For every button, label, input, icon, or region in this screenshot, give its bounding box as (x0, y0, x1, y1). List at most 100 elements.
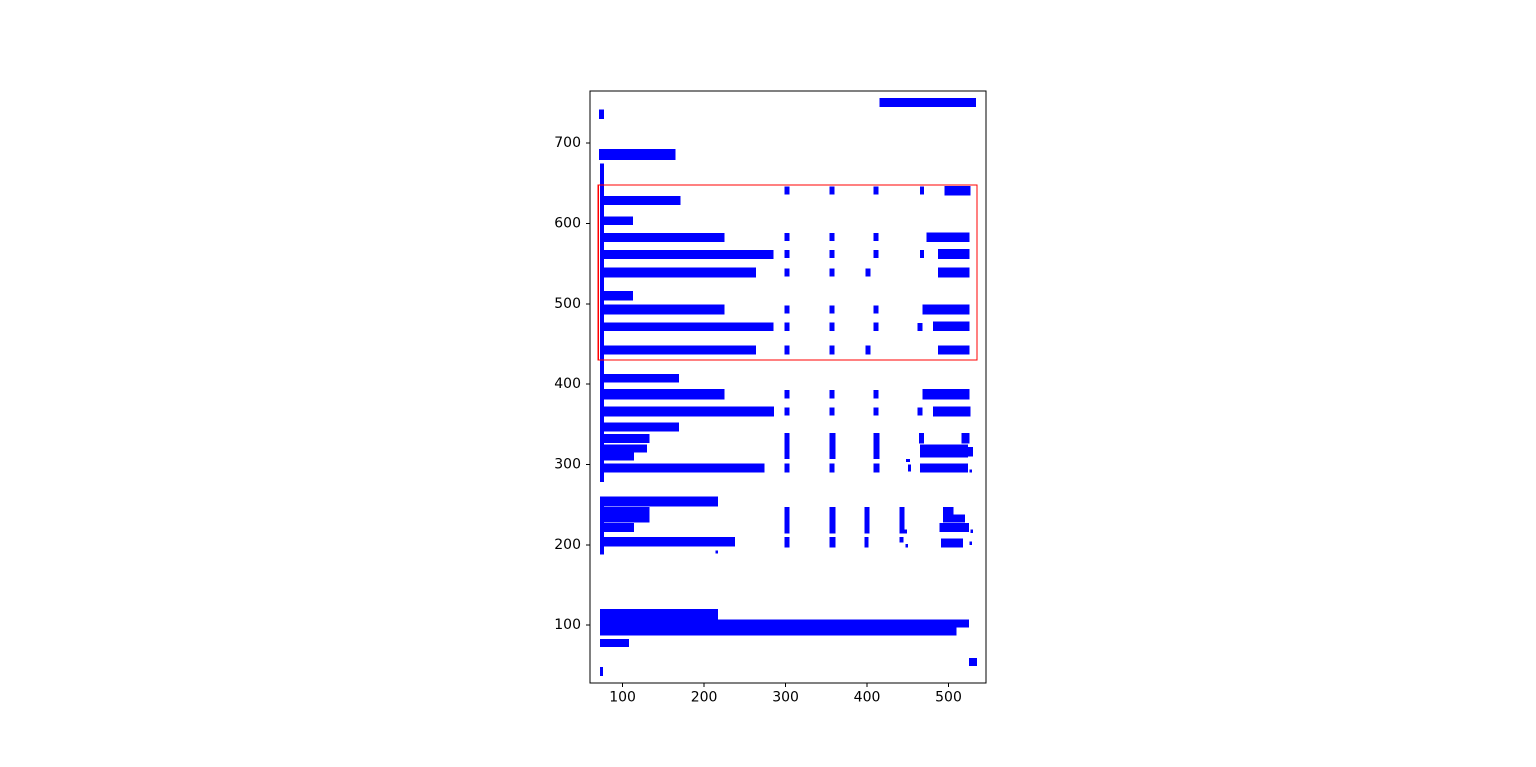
data-rect (784, 305, 790, 314)
data-rect (599, 666, 604, 676)
data-rect (599, 452, 634, 461)
y-tick-label: 700 (554, 135, 581, 151)
data-rect (599, 523, 634, 532)
data-rect (956, 619, 969, 628)
data-rect (969, 469, 973, 473)
data-rect (873, 389, 879, 399)
data-rect (829, 268, 835, 277)
data-rect (941, 538, 964, 548)
data-rect (970, 529, 973, 533)
x-tick-label: 300 (772, 690, 799, 706)
data-rect (873, 322, 879, 332)
data-rect (961, 433, 970, 444)
y-tick-label: 300 (554, 457, 581, 473)
data-rect (829, 507, 836, 534)
data-rect (599, 345, 757, 355)
data-rect (933, 321, 970, 332)
data-rect (906, 458, 911, 463)
annotation-rect (597, 184, 978, 361)
data-rect (926, 232, 970, 243)
data-rect (829, 186, 835, 195)
data-rect (784, 233, 790, 242)
data-rect (873, 305, 879, 314)
data-rect (920, 250, 925, 259)
data-rect (784, 345, 790, 355)
x-tick-label: 500 (935, 690, 962, 706)
data-rect (942, 507, 954, 515)
data-rect (784, 507, 790, 534)
data-rect (829, 536, 836, 548)
data-rect (599, 507, 650, 523)
data-rect (933, 406, 971, 417)
data-rect (599, 496, 718, 507)
data-rect (968, 658, 978, 667)
data-rect (917, 323, 923, 332)
x-tick-label: 100 (609, 690, 636, 706)
data-rect (599, 267, 757, 278)
data-rect (599, 619, 957, 636)
data-rect (873, 186, 879, 195)
y-tick-label: 200 (554, 537, 581, 553)
data-rect (904, 529, 907, 534)
data-rect (873, 233, 879, 242)
data-rect (920, 186, 925, 195)
data-rect (599, 196, 681, 206)
data-rect (784, 407, 790, 416)
x-tick-label: 400 (854, 690, 881, 706)
data-rect (829, 463, 835, 473)
data-rect (864, 536, 869, 548)
data-rect (784, 268, 790, 277)
data-rect (879, 98, 977, 108)
data-rect (922, 304, 970, 315)
data-rect (598, 109, 604, 120)
data-rect (784, 463, 790, 473)
data-rect (599, 463, 765, 473)
data-rect (599, 536, 736, 547)
data-rect (937, 249, 970, 259)
y-tick-label: 500 (554, 296, 581, 312)
data-rect (599, 433, 650, 443)
data-rect (873, 407, 879, 416)
x-tick-label: 200 (691, 690, 718, 706)
data-rect (829, 433, 836, 459)
data-rect (829, 305, 835, 314)
data-rect (784, 322, 790, 332)
data-rect (829, 250, 835, 259)
data-rect (784, 186, 790, 195)
data-rect (784, 250, 790, 259)
plot-frame (589, 90, 987, 684)
data-rect (829, 407, 835, 416)
data-rect (599, 422, 679, 432)
data-rect (873, 433, 880, 459)
data-rect (829, 322, 835, 332)
data-rect (598, 148, 676, 161)
data-rect (942, 514, 965, 523)
y-tick-label: 400 (554, 376, 581, 392)
data-rect (784, 536, 790, 548)
data-rect (599, 609, 718, 620)
data-rect (829, 389, 835, 399)
data-rect (599, 406, 775, 417)
data-rect (899, 507, 905, 534)
data-rect (599, 373, 679, 383)
data-rect (968, 446, 973, 457)
data-rect (599, 250, 774, 259)
data-rect (937, 267, 970, 278)
data-rect (599, 304, 725, 315)
data-rect (939, 523, 969, 532)
data-rect (920, 444, 969, 458)
data-rect (907, 464, 912, 472)
data-rect (864, 507, 870, 534)
data-rect (944, 185, 971, 196)
data-rect (873, 463, 880, 473)
data-rect (784, 433, 790, 459)
data-rect (920, 463, 969, 473)
data-rect (829, 345, 835, 355)
data-rect (899, 536, 904, 543)
data-rect (922, 389, 970, 400)
data-rect (599, 291, 634, 301)
y-tick-label: 100 (554, 617, 581, 633)
data-rect (905, 544, 908, 548)
